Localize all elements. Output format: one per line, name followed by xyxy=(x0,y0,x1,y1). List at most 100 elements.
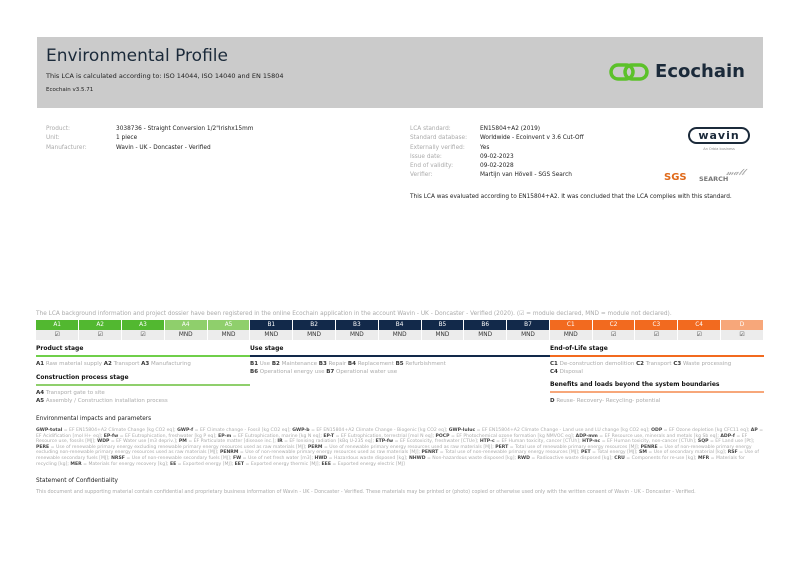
impact-abbr: MFR xyxy=(697,455,710,461)
desc-line: D Reuse- Recovery- Recycling- potential xyxy=(550,397,660,405)
impact-abbr: EP-T xyxy=(323,433,335,439)
module-status-a3: ☑ xyxy=(121,330,165,340)
module-code-c1: C1 xyxy=(549,320,593,330)
impact-abbr: CRU xyxy=(614,455,625,461)
impact-desc: EF Eutrophication, terrestrial [mol N eq… xyxy=(340,433,433,439)
impact-abbr: POCP xyxy=(435,433,450,439)
info-value: 3038736 - Straight Conversion 1/2"Irishx… xyxy=(116,126,254,132)
impact-abbr: NHWD xyxy=(408,455,426,461)
orbia-tagline: An Orbia business xyxy=(703,147,735,151)
module-status-b5: MND xyxy=(421,330,465,340)
info-row: LCA standard: EN15804+A2 (2019) xyxy=(410,125,584,134)
impact-abbr: PERT xyxy=(495,444,509,450)
use-stage-heading: Use stage xyxy=(250,345,284,352)
impact-desc: Hazardous waste disposed [kg] xyxy=(334,455,406,461)
impact-abbr: MER xyxy=(70,461,82,467)
impact-desc: Use of non-renewable primary energy reso… xyxy=(245,450,419,456)
info-value: EN15804+A2 (2019) xyxy=(480,126,541,132)
use-stage-desc: B1 Use B2 Maintenance B3 Repair B4 Repla… xyxy=(250,360,446,376)
impact-abbr: EE xyxy=(169,461,177,467)
page-title: Environmental Profile xyxy=(46,46,228,66)
module-code-a3: A3 xyxy=(121,320,165,330)
impact-abbr: PENRE xyxy=(640,444,658,450)
module-status-b4: MND xyxy=(378,330,422,340)
registration-note: The LCA background information and proje… xyxy=(36,311,672,317)
info-value: 09-02-2023 xyxy=(480,153,514,160)
impact-desc: EF Eutrophication, marine [kg N eq] xyxy=(238,433,321,439)
impact-abbr: WDP xyxy=(97,439,110,445)
module-status-c4: ☑ xyxy=(677,330,721,340)
impact-abbr: HWD xyxy=(314,455,328,461)
module-desc: Refurbishment xyxy=(405,361,446,367)
info-row: Unit: 1 piece xyxy=(46,134,253,143)
benefits-heading: Benefits and loads beyond the system bou… xyxy=(550,381,720,388)
impact-desc: EF EN15804+A2 Climate Change - Land use … xyxy=(482,428,649,433)
info-row: Product: 3038736 - Straight Conversion 1/… xyxy=(46,125,253,134)
impact-desc: Materials for energy recovery [kg] xyxy=(88,461,167,467)
info-value: 09-02-2028 xyxy=(480,163,514,170)
info-label: Externally verified: xyxy=(410,144,465,151)
module-code: A1 xyxy=(36,361,45,367)
impact-desc: Components for re-use [kg] xyxy=(631,455,695,461)
module-table: A1 A2 A3 A4 A5 B1 B2 B3 B4 B5 B6 B7 C1 C2 C3 C4 D ☑ ☑ ☑ MND… xyxy=(36,320,764,340)
module-code: C1 xyxy=(550,361,558,367)
benefits-desc: D Reuse- Recovery- Recycling- potential xyxy=(550,397,660,405)
module-code-a1: A1 xyxy=(36,320,80,330)
module-code-c4: C4 xyxy=(677,320,721,330)
impact-abbr: HTP-c xyxy=(479,439,495,445)
version-label: Ecochain v3.5.71 xyxy=(46,87,94,93)
module-code: B3 xyxy=(318,361,327,367)
info-row: Issue date: 09-02-2023 xyxy=(410,153,584,162)
impact-abbr: GWP-b xyxy=(292,428,310,433)
impact-desc: EF Human toxicity, cancer [CTUh] xyxy=(501,439,580,445)
impact-desc: Total use of non-renewable primary energ… xyxy=(445,450,578,456)
impact-desc: EF Acidification [mol H+ eq] xyxy=(36,433,101,439)
module-status-c3: ☑ xyxy=(634,330,679,340)
page-subtitle: This LCA is calculated according to: ISO… xyxy=(46,72,284,80)
module-desc: Raw material supply xyxy=(45,361,102,367)
desc-line: B1 Use B2 Maintenance B3 Repair B4 Repla… xyxy=(250,360,446,368)
module-desc: Assembly / Construction installation pro… xyxy=(45,398,168,404)
module-code-b6: B6 xyxy=(463,320,508,330)
impact-abbr: ETP-fw xyxy=(375,439,394,445)
impact-desc: Use of renewable primary energy excludin… xyxy=(55,444,305,450)
header-banner: Environmental Profile This LCA is calcul… xyxy=(37,37,763,108)
desc-line: A5 Assembly / Construction installation … xyxy=(36,397,168,405)
construction-stage-heading: Construction process stage xyxy=(36,374,129,381)
impact-desc: EF Water use [m3 depriv.] xyxy=(116,439,176,445)
module-desc: Operational water use xyxy=(335,369,398,375)
impacts-legend: GWP-total = EF EN15804+A2 Climate Change… xyxy=(36,428,764,467)
info-value: Yes xyxy=(480,144,490,151)
module-code: A4 xyxy=(36,390,45,396)
module-status-b1: MND xyxy=(249,330,294,340)
impact-desc: EF Climate change - Fossil [kg CO2 eq] xyxy=(199,428,290,433)
info-row: Manufacturer: Wavin - UK - Doncaster - Ve… xyxy=(46,144,253,153)
impact-desc: Total use of renewable primary energy re… xyxy=(515,444,638,450)
module-code: B2 xyxy=(271,361,280,367)
impact-abbr: GWP-f xyxy=(177,428,194,433)
module-desc: Transport gate to site xyxy=(45,390,105,396)
impact-desc: EF Ozone depletion [kg CFC11 eq] xyxy=(668,428,748,433)
lca-info: LCA standard: EN15804+A2 (2019) Standard d… xyxy=(410,125,584,181)
impact-abbr: PENRT xyxy=(421,450,439,456)
info-value: 1 piece xyxy=(116,135,138,142)
module-code: C4 xyxy=(550,369,558,375)
module-code: A3 xyxy=(141,361,150,367)
impact-desc: Use of non-renewable secondary fuels [MJ… xyxy=(131,455,230,461)
module-code-b1: B1 xyxy=(249,320,294,330)
desc-line: A4 Transport gate to site xyxy=(36,389,168,397)
impact-desc: Use of secondary material [kg] xyxy=(653,450,725,456)
ecochain-logo-text: Ecochain xyxy=(655,61,745,82)
verifier-signature: 𝓂𝒶𝓁𝓁 xyxy=(726,168,745,178)
impact-abbr: NRSF xyxy=(111,455,125,461)
info-label: Manufacturer: xyxy=(46,144,87,151)
impact-desc: EF Particulate matter [disease inc.] xyxy=(193,439,275,445)
module-desc: Operational energy use xyxy=(259,369,325,375)
info-value: Wavin - UK - Doncaster - Verified xyxy=(116,144,211,151)
confidentiality-heading: Statement of Confidentiality xyxy=(36,478,118,484)
eol-stage-line xyxy=(550,355,764,357)
impact-abbr: PM xyxy=(178,439,187,445)
confidentiality-text: This document and supporting material co… xyxy=(36,489,696,495)
product-stage-heading: Product stage xyxy=(36,345,84,352)
module-status-b7: MND xyxy=(506,330,550,340)
